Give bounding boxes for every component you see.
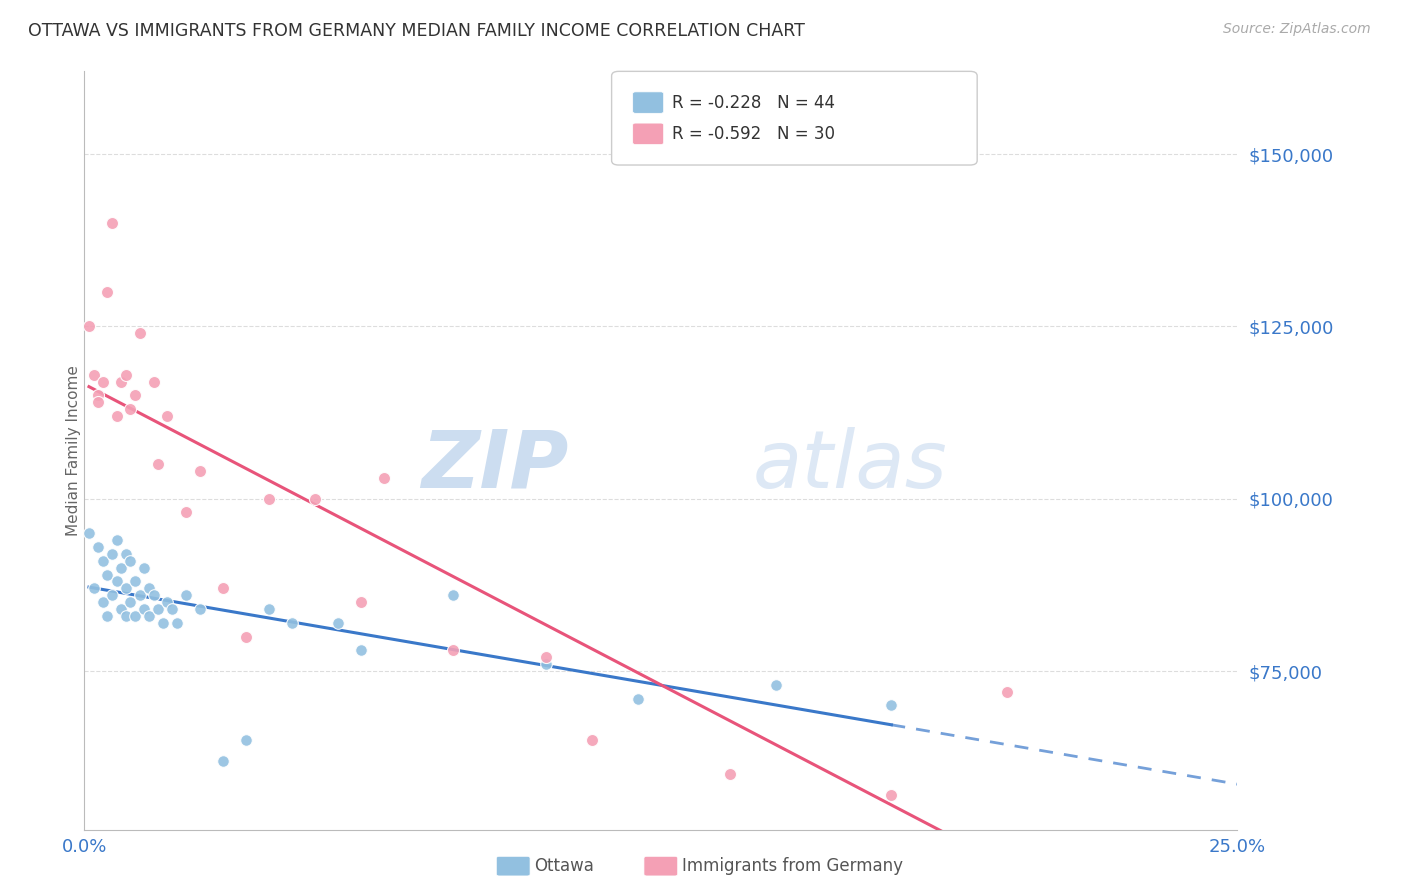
Point: [304, 491, 326, 506]
Point: [128, 326, 150, 341]
Text: R = -0.228   N = 44: R = -0.228 N = 44: [672, 94, 835, 112]
Point: [534, 657, 557, 672]
Text: R = -0.592   N = 30: R = -0.592 N = 30: [672, 125, 835, 143]
Text: OTTAWA VS IMMIGRANTS FROM GERMANY MEDIAN FAMILY INCOME CORRELATION CHART: OTTAWA VS IMMIGRANTS FROM GERMANY MEDIAN…: [28, 22, 806, 40]
Text: atlas: atlas: [754, 426, 948, 505]
Point: [166, 615, 188, 630]
Point: [120, 402, 142, 417]
Point: [91, 375, 114, 389]
Point: [87, 395, 110, 409]
Point: [105, 574, 128, 589]
Point: [138, 608, 160, 623]
Point: [110, 602, 132, 616]
Point: [257, 491, 280, 506]
Point: [138, 582, 160, 596]
Point: [235, 630, 257, 644]
Point: [83, 582, 105, 596]
Point: [441, 588, 464, 602]
Point: [120, 595, 142, 609]
Point: [160, 602, 183, 616]
Point: [188, 464, 211, 478]
Point: [765, 678, 787, 692]
Point: [101, 547, 124, 561]
Point: [105, 533, 128, 547]
Point: [96, 285, 118, 299]
Point: [211, 754, 233, 768]
Point: [96, 567, 118, 582]
Point: [124, 608, 146, 623]
Point: [115, 608, 138, 623]
Point: [105, 409, 128, 423]
Point: [115, 582, 138, 596]
Point: [880, 698, 903, 713]
Point: [235, 733, 257, 747]
Y-axis label: Median Family Income: Median Family Income: [66, 365, 80, 536]
Point: [124, 388, 146, 402]
Point: [188, 602, 211, 616]
Point: [174, 588, 197, 602]
Point: [142, 588, 165, 602]
Point: [995, 684, 1018, 698]
Point: [281, 615, 304, 630]
Text: Ottawa: Ottawa: [534, 857, 595, 875]
Point: [101, 588, 124, 602]
Point: [257, 602, 280, 616]
Point: [441, 643, 464, 657]
Point: [77, 319, 100, 334]
Point: [146, 602, 169, 616]
Point: [115, 547, 138, 561]
Point: [83, 368, 105, 382]
Point: [91, 554, 114, 568]
Point: [326, 615, 349, 630]
Point: [128, 588, 150, 602]
Point: [211, 582, 233, 596]
Point: [156, 595, 179, 609]
Point: [110, 375, 132, 389]
Point: [101, 216, 124, 230]
Point: [156, 409, 179, 423]
Point: [146, 457, 169, 471]
Point: [134, 560, 156, 574]
Point: [174, 506, 197, 520]
Text: Immigrants from Germany: Immigrants from Germany: [682, 857, 903, 875]
Point: [120, 554, 142, 568]
Point: [96, 608, 118, 623]
Text: Source: ZipAtlas.com: Source: ZipAtlas.com: [1223, 22, 1371, 37]
Point: [87, 540, 110, 554]
Point: [373, 471, 395, 485]
Point: [350, 643, 373, 657]
Point: [91, 595, 114, 609]
Point: [581, 733, 603, 747]
Point: [124, 574, 146, 589]
Point: [718, 767, 741, 781]
Point: [77, 526, 100, 541]
Text: ZIP: ZIP: [422, 426, 568, 505]
Point: [627, 691, 650, 706]
Point: [534, 650, 557, 665]
Point: [350, 595, 373, 609]
Point: [152, 615, 174, 630]
Point: [110, 560, 132, 574]
Point: [134, 602, 156, 616]
Point: [87, 388, 110, 402]
Point: [142, 375, 165, 389]
Point: [880, 788, 903, 802]
Point: [115, 368, 138, 382]
